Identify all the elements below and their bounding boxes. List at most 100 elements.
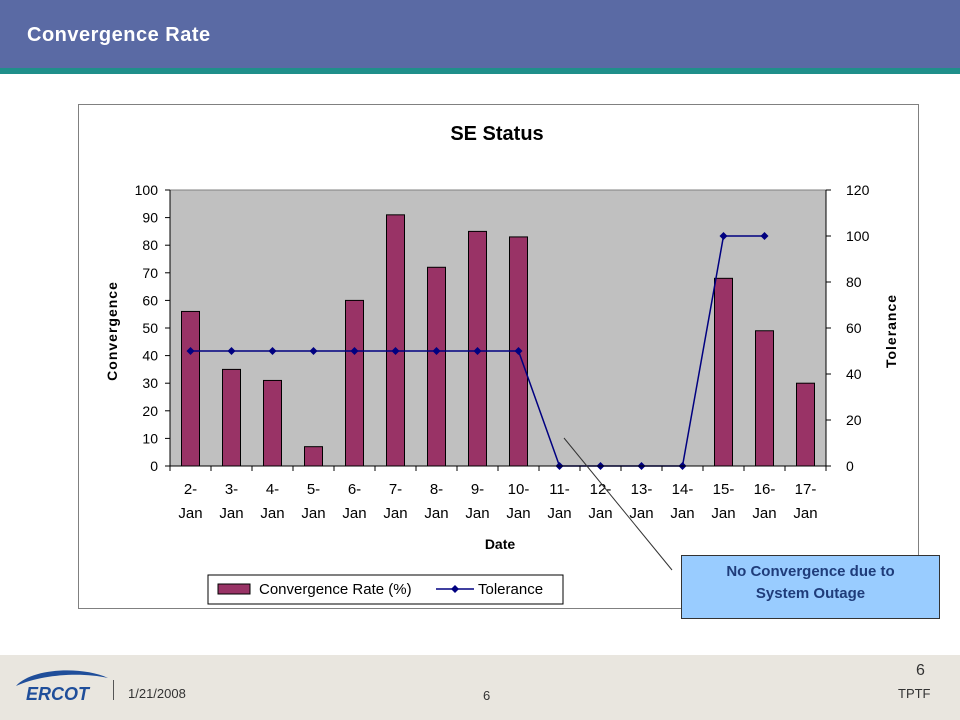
x-tick-label: Jan	[465, 505, 489, 522]
x-tick-label: 16-	[754, 481, 776, 498]
tolerance-point	[268, 347, 277, 355]
y2-tick-label: 40	[846, 366, 862, 382]
x-tick-label: Jan	[793, 505, 817, 522]
y2-axis-label: Tolerance	[883, 294, 899, 368]
tolerance-point	[719, 232, 728, 240]
y-tick-label: 60	[142, 292, 158, 308]
bar	[714, 277, 733, 467]
chart-title: SE Status	[450, 123, 543, 145]
x-tick-label: 8-	[430, 481, 443, 498]
no-convergence-callout: No Convergence due to System Outage	[681, 555, 940, 619]
y2-tick-label: 60	[846, 320, 862, 336]
slide-footer	[0, 655, 960, 720]
bar	[755, 330, 774, 467]
x-tick-label: 5-	[307, 481, 320, 498]
tolerance-point	[186, 347, 195, 355]
footer-divider	[113, 680, 114, 700]
x-tick-label: 3-	[225, 481, 238, 498]
x-tick-label: 4-	[266, 481, 279, 498]
y-tick-label: 20	[142, 403, 158, 419]
tolerance-point	[432, 347, 441, 355]
x-tick-label: 13-	[631, 481, 653, 498]
tolerance-point	[309, 347, 318, 355]
x-tick-label: 12-	[590, 481, 612, 498]
tolerance-point	[391, 347, 400, 355]
y-axis-left: 0 10 20 30 40 50 60 70 80 90 100	[135, 182, 171, 474]
ercot-logo: ERCOT	[16, 670, 108, 704]
x-tick-label: Jan	[178, 505, 202, 522]
bar	[222, 368, 241, 467]
bar	[304, 446, 323, 467]
y2-tick-label: 20	[846, 412, 862, 428]
y-tick-label: 70	[142, 265, 158, 281]
bar	[263, 379, 282, 467]
callout-line-1: No Convergence due to	[726, 563, 895, 580]
bar	[427, 266, 446, 467]
x-tick-label: Jan	[711, 505, 735, 522]
tolerance-point	[227, 347, 236, 355]
x-tick-label: 14-	[672, 481, 694, 498]
y2-tick-label: 80	[846, 274, 862, 290]
callout-pointer-line	[563, 437, 673, 571]
x-tick-label: 15-	[713, 481, 735, 498]
legend-line-marker	[451, 585, 459, 593]
x-axis-label: Date	[485, 536, 516, 552]
tolerance-point	[760, 232, 769, 240]
x-tick-label: Jan	[506, 505, 530, 522]
x-tick-label: Jan	[219, 505, 243, 522]
x-axis: 2- Jan 3- Jan 4- Jan 5- Jan 6- Jan 7- Jan 8- Jan 9- Jan…	[169, 465, 827, 522]
y-tick-label: 10	[142, 430, 158, 446]
x-tick-label: Jan	[424, 505, 448, 522]
x-tick-label: Jan	[260, 505, 284, 522]
logo-text: ERCOT	[26, 684, 91, 704]
y-axis-right: 0 20 40 60 80 100 120	[825, 182, 870, 474]
tolerance-point	[514, 347, 523, 355]
y-axis-label: Convergence	[104, 281, 120, 381]
x-tick-label: 9-	[471, 481, 484, 498]
bar-series	[181, 214, 815, 467]
y-tick-label: 90	[142, 210, 158, 226]
x-tick-label: Jan	[629, 505, 653, 522]
x-tick-label: Jan	[588, 505, 612, 522]
slide-title: Convergence Rate	[27, 24, 211, 46]
x-tick-label: 11-	[549, 481, 570, 498]
bar	[386, 214, 405, 467]
x-tick-label: Jan	[383, 505, 407, 522]
y-tick-label: 30	[142, 375, 158, 391]
x-tick-label: 6-	[348, 481, 361, 498]
x-tick-label: Jan	[670, 505, 694, 522]
x-tick-label: 7-	[389, 481, 402, 498]
tolerance-point	[350, 347, 359, 355]
y2-tick-label: 0	[846, 458, 854, 474]
tolerance-point	[473, 347, 482, 355]
slide-header: Convergence Rate	[0, 0, 960, 68]
legend-bar-label: Convergence Rate (%)	[259, 581, 412, 598]
x-tick-label: Jan	[752, 505, 776, 522]
footer-page-number-large: 6	[916, 662, 925, 679]
x-tick-label: Jan	[547, 505, 571, 522]
y2-tick-label: 100	[846, 228, 870, 244]
legend-bar-swatch	[217, 583, 251, 595]
y-tick-label: 40	[142, 348, 158, 364]
header-accent-stripe	[0, 68, 960, 74]
legend: Convergence Rate (%) Tolerance	[207, 574, 564, 605]
y-tick-label: 100	[135, 182, 159, 198]
bar	[796, 382, 815, 467]
x-tick-label: Jan	[342, 505, 366, 522]
legend-line-label: Tolerance	[478, 581, 543, 598]
logo-swoosh-icon	[16, 670, 108, 686]
y-tick-label: 80	[142, 237, 158, 253]
bar	[181, 310, 200, 467]
footer-date: 1/21/2008	[128, 686, 186, 701]
y-tick-label: 0	[150, 458, 158, 474]
footer-page-number: 6	[483, 688, 491, 703]
x-tick-label: Jan	[301, 505, 325, 522]
x-tick-label: 17-	[795, 481, 817, 498]
bar	[345, 299, 364, 467]
footer-org: TPTF	[898, 686, 931, 701]
legend-box	[207, 574, 564, 605]
callout-line-2: System Outage	[755, 585, 866, 602]
y-tick-label: 50	[142, 320, 158, 336]
x-tick-label: 2-	[184, 481, 197, 498]
